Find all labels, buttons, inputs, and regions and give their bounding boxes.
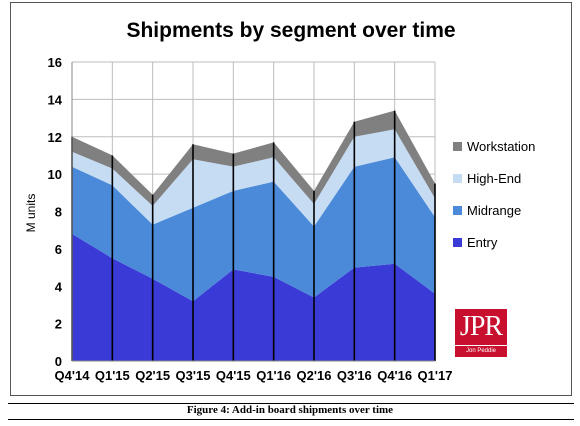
y-tick-label: 16 [48,55,62,70]
legend-label-midrange: Midrange [467,203,521,218]
x-tick-label: Q4'15 [216,368,251,383]
figure-caption: Figure 4: Add-in board shipments over ti… [186,404,394,416]
x-tick-label: Q1'17 [418,368,453,383]
area-chart: Shipments by segment over time 0 2 4 6 8 10 12… [24,19,535,383]
y-tick-label: 4 [55,279,63,294]
y-tick-label: 10 [48,167,62,182]
caption-bottom-rule [8,419,574,420]
y-tick-label: 6 [55,242,62,257]
area-midrange [72,157,435,302]
y-tick-label: 2 [55,317,62,332]
x-tick-label: Q2'15 [135,368,170,383]
legend-label-high-end: High-End [467,171,521,186]
legend-swatch-workstation [453,142,462,151]
area-high-end [72,129,435,227]
legend-swatch-high-end [453,174,462,183]
y-axis-label: M units [24,194,38,233]
y-tick-label: 14 [48,92,63,107]
x-tick-label: Q4'16 [377,368,412,383]
legend-label-workstation: Workstation [467,139,535,154]
y-tick-label: 12 [48,130,62,145]
y-ticks: 0 2 4 6 8 10 12 14 16 [48,55,63,369]
axes [71,62,435,362]
legend: Workstation High-End Midrange Entry [453,139,535,250]
chart-frame: Shipments by segment over time 0 2 4 6 8 10 12… [10,2,572,396]
x-tick-label: Q3'16 [337,368,372,383]
legend-swatch-entry [453,238,462,247]
y-tick-label: 8 [55,205,62,220]
x-ticks: Q4'14 Q1'15 Q2'15 Q3'15 Q4'15 Q1'16 Q2'16 Q3'16… [55,368,453,383]
x-tick-label: Q3'15 [176,368,211,383]
y-tick-label: 0 [55,354,62,369]
x-tick-label: Q4'14 [55,368,91,383]
x-tick-label: Q2'16 [297,368,332,383]
jpr-logo: JPR Jon Peddie Research [455,309,507,365]
logo-text: JPR [455,309,507,345]
legend-label-entry: Entry [467,235,498,250]
area-entry [72,233,435,361]
x-tick-label: Q1'16 [256,368,291,383]
logo-subtext: Jon Peddie Research [455,346,507,365]
chart-title: Shipments by segment over time [126,19,455,42]
area-workstation [72,110,435,206]
legend-swatch-midrange [453,206,462,215]
areas [71,110,436,361]
caption-top-rule [8,403,574,404]
x-tick-label: Q1'15 [95,368,130,383]
